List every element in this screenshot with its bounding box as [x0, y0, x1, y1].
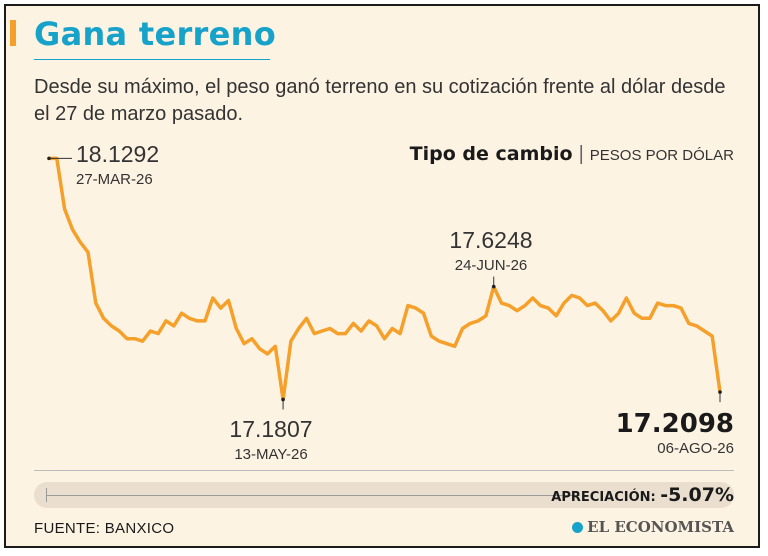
appreciation-track-line — [46, 495, 580, 496]
max-value-label: 18.1292 — [76, 141, 159, 167]
subtitle: Desde su máximo, el peso ganó terreno en… — [34, 76, 726, 125]
publisher-logo: EL ECONOMISTA — [572, 518, 734, 536]
chart-title: Tipo de cambio | PESOS POR DÓLAR — [410, 143, 734, 166]
last-date-label: 06-AGO-26 — [657, 440, 734, 457]
title-accent-bar — [10, 20, 16, 46]
chart-title-unit: PESOS POR DÓLAR — [589, 147, 734, 164]
jun-value-label: 17.6248 — [449, 227, 532, 253]
infographic-card — [4, 4, 760, 548]
jun-date-label: 24-JUN-26 — [455, 257, 528, 274]
bottom-divider — [34, 470, 734, 471]
min-date-label: 13-MAY-26 — [234, 446, 307, 463]
last-value-label: 17.2098 — [616, 409, 734, 439]
chart-title-main: Tipo de cambio — [409, 143, 573, 165]
page-title: Gana terreno — [34, 15, 277, 53]
chart-title-separator: | — [578, 143, 584, 165]
min-value-label: 17.1807 — [229, 416, 312, 442]
max-date-label: 27-MAR-26 — [76, 171, 153, 188]
min-point-marker — [281, 397, 285, 402]
last-point-marker — [718, 390, 722, 394]
appreciation-label: APRECIACIÓN: — [551, 490, 656, 505]
appreciation-track-tick — [46, 488, 47, 502]
appreciation-readout: APRECIACIÓN: -5.07% — [551, 484, 734, 506]
max-point-marker — [47, 156, 51, 161]
logo-icon — [572, 521, 584, 533]
appreciation-value: -5.07% — [660, 484, 734, 506]
source-note: FUENTE: BANXICO — [34, 520, 175, 537]
jun-point-marker — [491, 284, 496, 289]
exchange-rate-series-line — [47, 156, 722, 402]
title-underline — [34, 59, 270, 60]
logo-text: EL ECONOMISTA — [587, 518, 734, 536]
